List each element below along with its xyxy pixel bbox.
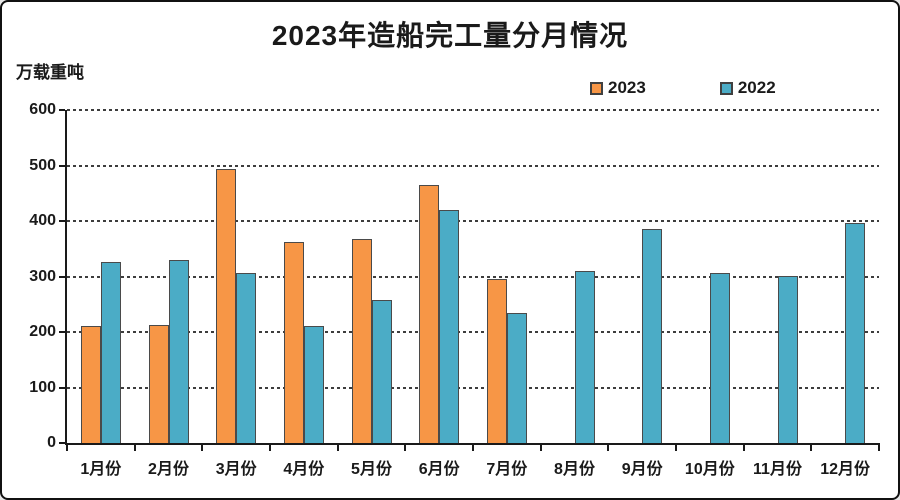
x-tick-label-12月份: 12月份 — [820, 461, 871, 478]
y-tick-500 — [59, 164, 65, 167]
y-tick-400 — [59, 220, 65, 222]
gridline-400 — [67, 220, 879, 222]
y-tick-0 — [59, 442, 65, 444]
y-tick-300 — [59, 275, 65, 278]
gridline-100 — [67, 386, 879, 389]
chart-title: 2023年造船完工量分月情况 — [271, 20, 629, 51]
x-tick-0 — [66, 443, 68, 451]
y-axis-unit-label: 万载重吨 — [16, 63, 84, 82]
bar-2023-4月份 — [283, 241, 304, 443]
x-tick-label-7月份: 7月份 — [486, 461, 528, 478]
bar-2022-3月份 — [236, 273, 257, 443]
x-tick-1 — [133, 443, 136, 451]
legend-item-2022: 2022 — [719, 78, 776, 98]
bar-2023-6月份 — [419, 184, 440, 443]
bar-2022-2月份 — [168, 260, 189, 443]
bar-2022-8月份 — [574, 270, 595, 443]
gridline-200 — [67, 331, 879, 333]
bar-2022-12月份 — [845, 223, 866, 443]
legend: 2023 2022 — [590, 78, 776, 98]
x-tick-11 — [810, 443, 813, 451]
x-tick-label-5月份: 5月份 — [351, 461, 392, 478]
bar-2023-1月份 — [80, 326, 101, 443]
y-tick-label-200: 200 — [29, 323, 56, 340]
x-tick-6 — [472, 443, 474, 451]
bar-2022-7月份 — [506, 313, 527, 443]
x-tick-2 — [201, 443, 204, 451]
x-tick-label-2月份: 2月份 — [148, 461, 189, 478]
bar-2022-9月份 — [642, 228, 663, 443]
bar-2023-2月份 — [148, 324, 169, 443]
x-tick-label-1月份: 1月份 — [80, 461, 122, 478]
x-tick-4 — [336, 443, 339, 451]
x-tick-10 — [742, 443, 745, 451]
bar-2022-4月份 — [303, 325, 324, 443]
x-tick-label-9月份: 9月份 — [621, 461, 663, 478]
x-tick-label-3月份: 3月份 — [215, 461, 257, 478]
bar-2022-5月份 — [371, 300, 392, 443]
legend-label-2023: 2023 — [608, 78, 646, 97]
bar-2023-3月份 — [216, 169, 237, 443]
x-tick-9 — [675, 443, 677, 451]
legend-swatch-2022 — [719, 81, 733, 95]
y-axis-labels: 0 100 200 300 400 500 600 — [8, 101, 56, 451]
bar-2022-1月份 — [100, 262, 121, 443]
y-tick-100 — [59, 386, 65, 389]
x-tick-label-11月份: 11月份 — [753, 461, 802, 478]
x-tick-label-6月份: 6月份 — [418, 461, 460, 478]
x-tick-label-10月份: 10月份 — [684, 461, 735, 478]
bar-2022-11月份 — [777, 275, 798, 443]
x-tick-label-4月份: 4月份 — [283, 461, 325, 478]
legend-item-2023: 2023 — [590, 78, 646, 98]
legend-swatch-2023 — [590, 81, 603, 95]
y-tick-label-500: 500 — [29, 156, 56, 174]
bar-2022-6月份 — [439, 209, 460, 443]
y-tick-200 — [59, 331, 65, 333]
legend-label-2022: 2022 — [737, 78, 776, 97]
x-tick-8 — [607, 443, 610, 451]
bar-2023-7月份 — [486, 278, 507, 443]
gridline-300 — [67, 275, 879, 278]
bar-2023-5月份 — [351, 238, 372, 443]
gridline-500 — [67, 164, 879, 167]
gridline-600 — [67, 109, 879, 111]
y-tick-label-400: 400 — [29, 212, 56, 229]
y-tick-label-600: 600 — [29, 101, 56, 118]
x-tick-5 — [404, 443, 407, 451]
x-tick-7 — [539, 443, 542, 451]
plot-area: 1月份 2月份 3月份 4月份 5月份 6月份 7月份 8月份 9月份 10月份 11月份 12月份 — [65, 109, 880, 478]
y-tick-label-0: 0 — [47, 434, 56, 451]
y-tick-label-300: 300 — [29, 267, 56, 285]
bar-2022-10月份 — [709, 273, 730, 443]
y-tick-600 — [59, 109, 65, 111]
x-tick-label-8月份: 8月份 — [554, 461, 595, 478]
x-tick-3 — [269, 443, 271, 451]
x-tick-12 — [878, 443, 880, 451]
y-tick-label-100: 100 — [29, 378, 56, 396]
